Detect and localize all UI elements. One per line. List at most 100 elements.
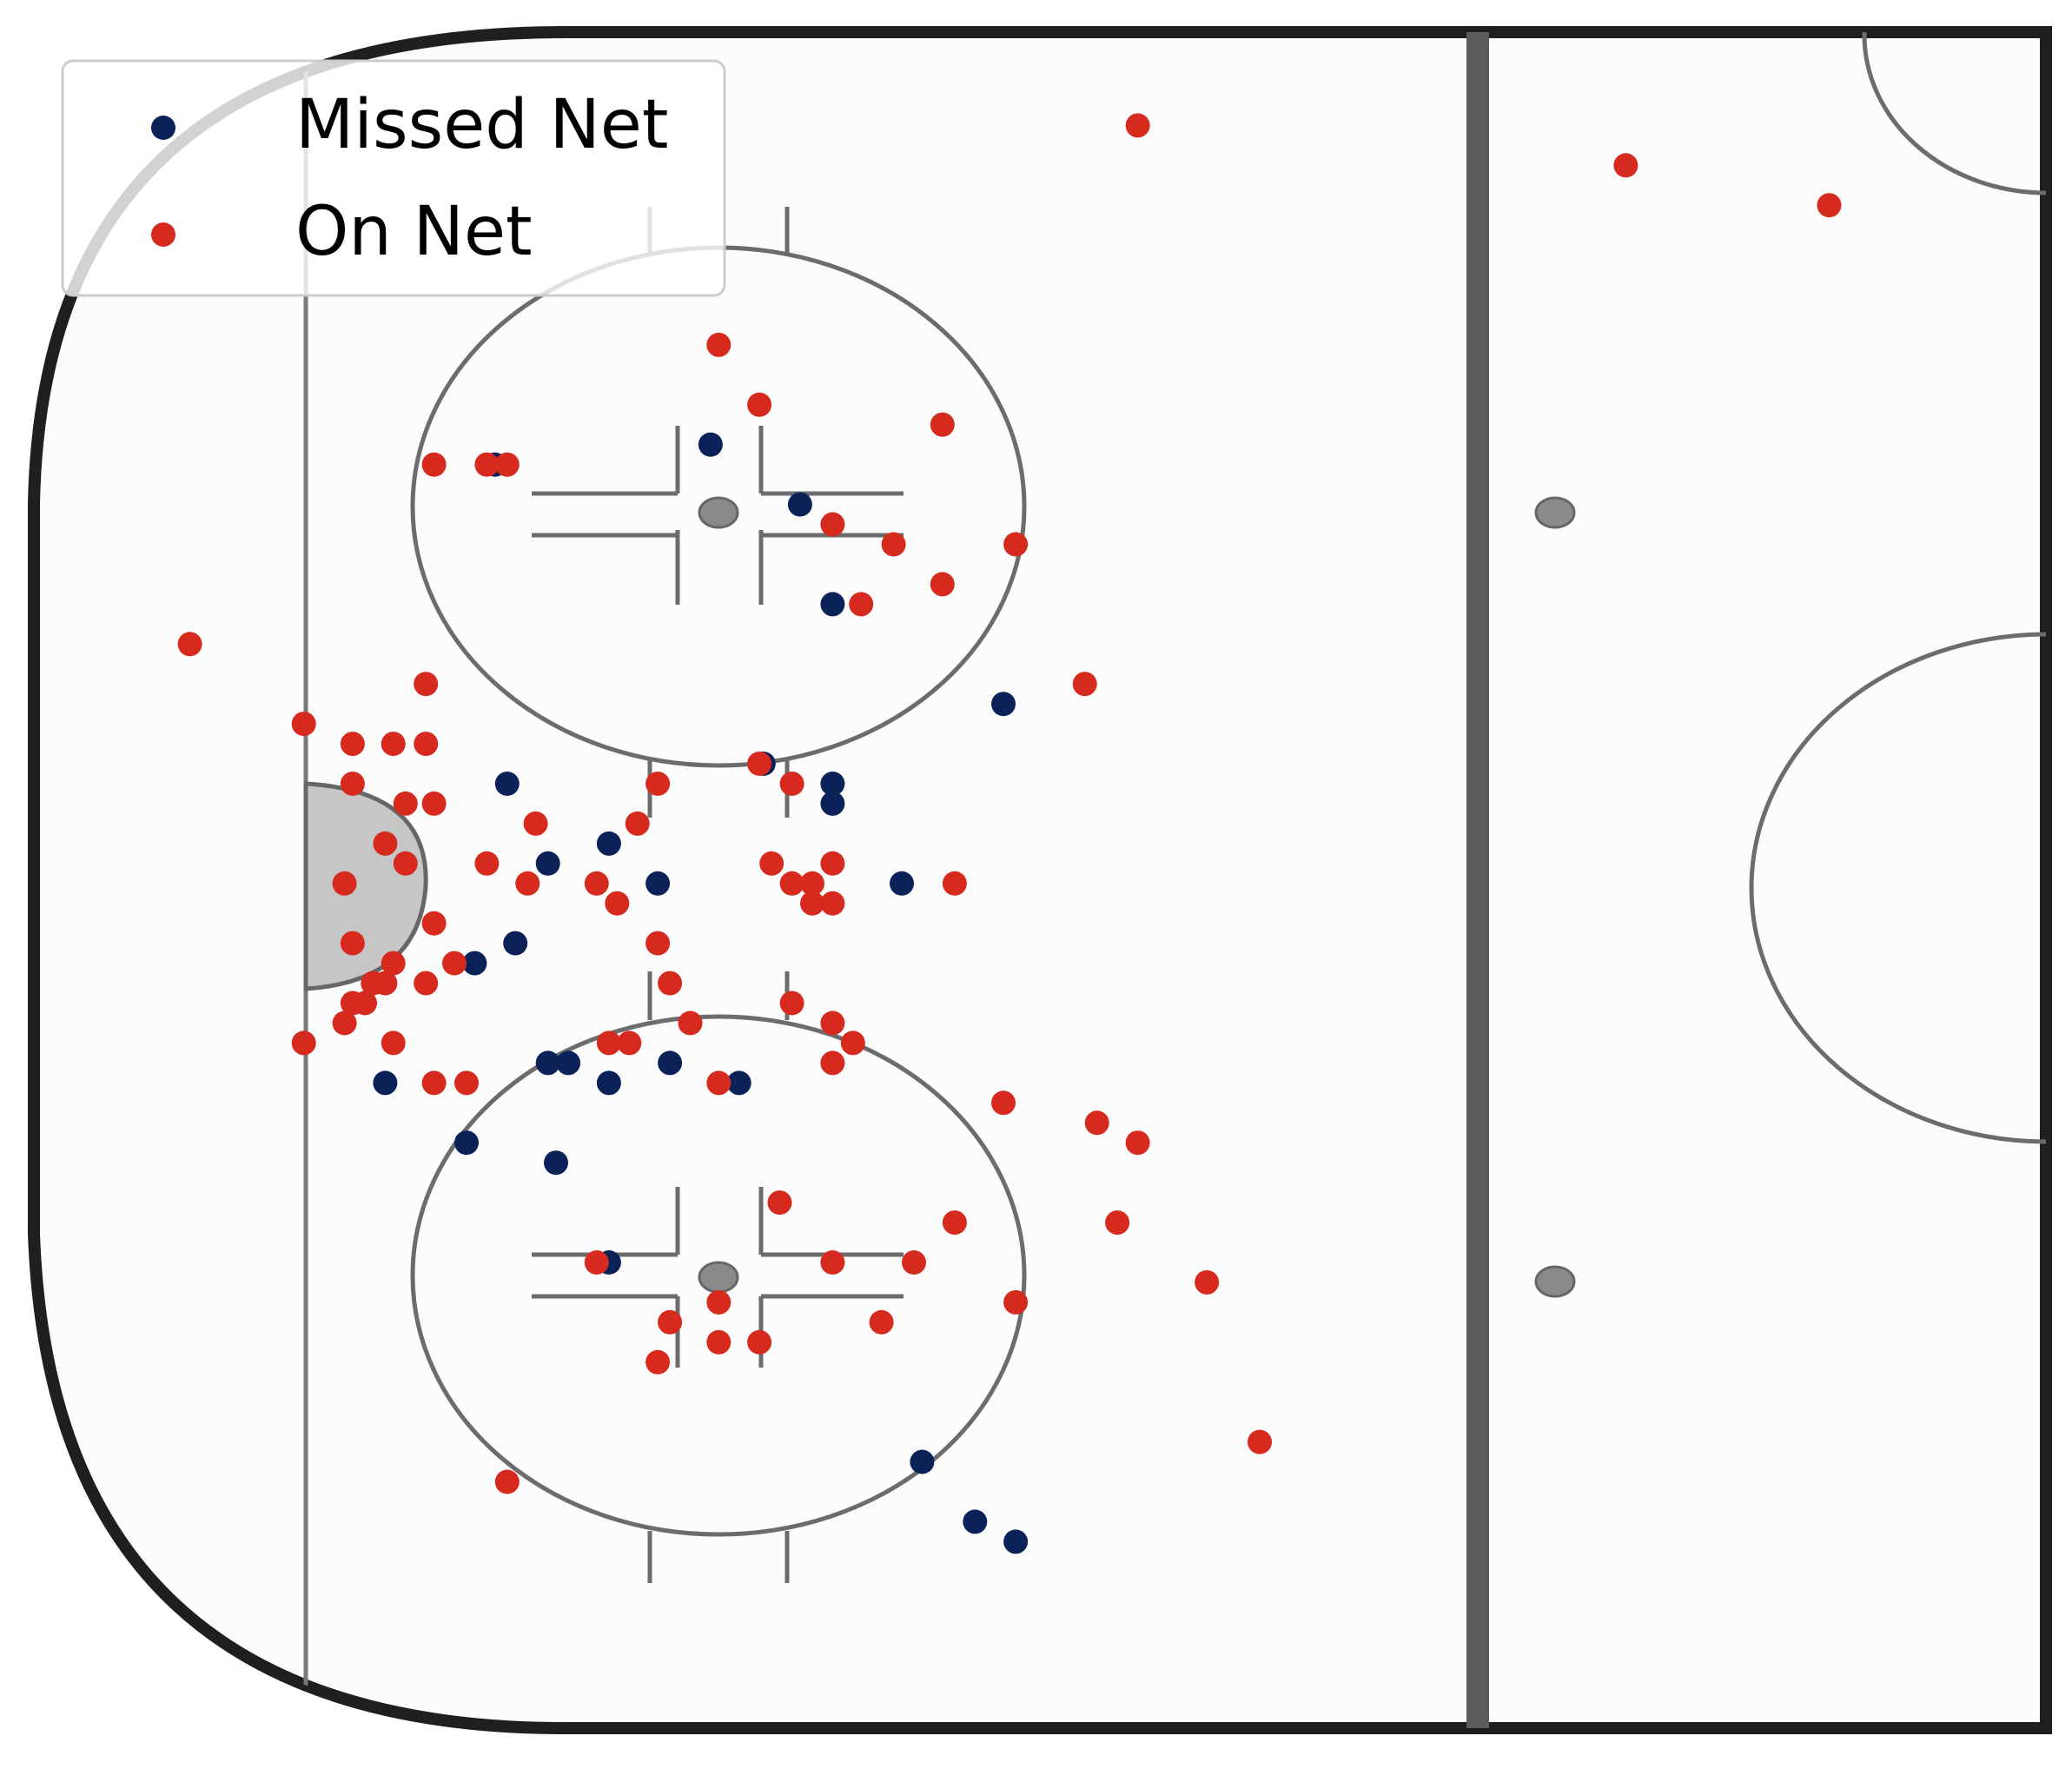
shot-point-on-net	[584, 1250, 609, 1275]
shot-point-missed-net	[820, 791, 845, 816]
shot-point-missed-net	[910, 1449, 935, 1474]
neutral-zone-dot-top	[1534, 496, 1576, 529]
shot-point-missed-net	[991, 692, 1016, 717]
shot-point-on-net	[820, 1010, 845, 1036]
shot-point-missed-net	[787, 492, 812, 517]
shot-point-missed-net	[503, 931, 528, 956]
shot-point-on-net	[515, 871, 540, 896]
shot-point-on-net	[381, 732, 406, 757]
shot-point-missed-net	[890, 871, 914, 896]
shot-point-missed-net	[544, 1150, 568, 1176]
shot-point-on-net	[414, 732, 439, 757]
rink-surface	[28, 26, 2052, 1734]
goal-crease	[303, 781, 428, 991]
shot-point-on-net	[930, 572, 955, 597]
shot-point-on-net	[942, 1210, 967, 1236]
shot-point-on-net	[373, 831, 398, 856]
shot-point-on-net	[779, 772, 804, 796]
shot-point-on-net	[177, 632, 202, 657]
shot-point-on-net	[800, 891, 824, 916]
shot-point-missed-net	[535, 1050, 560, 1076]
shot-point-missed-net	[454, 1130, 479, 1156]
shot-point-on-net	[1084, 1110, 1109, 1136]
shot-point-on-net	[605, 891, 630, 916]
shot-point-on-net	[474, 452, 500, 477]
shot-point-on-net	[332, 1010, 357, 1036]
shot-point-missed-net	[535, 851, 560, 876]
shot-point-on-net	[414, 672, 439, 697]
shot-point-missed-net	[462, 951, 487, 976]
shot-point-on-net	[1195, 1269, 1220, 1295]
shot-point-on-net	[1072, 672, 1097, 697]
shot-point-on-net	[779, 991, 804, 1016]
legend-box	[61, 59, 726, 297]
shot-point-on-net	[840, 1030, 865, 1056]
shot-point-on-net	[747, 392, 772, 417]
shot-point-on-net	[353, 991, 377, 1016]
shot-point-on-net	[747, 752, 772, 776]
shot-point-on-net	[421, 911, 447, 936]
shot-point-on-net	[381, 1030, 406, 1056]
shot-point-on-net	[393, 791, 418, 816]
shot-point-on-net	[1125, 1130, 1150, 1156]
shot-point-on-net	[779, 871, 804, 896]
shot-points	[177, 113, 1842, 1554]
shot-point-on-net	[747, 1329, 772, 1355]
shot-point-missed-net	[1003, 1529, 1029, 1554]
shot-point-on-net	[381, 951, 406, 976]
shot-point-missed-net	[494, 772, 520, 796]
legend-label-on-net: On Net	[295, 193, 533, 271]
shot-point-on-net	[658, 971, 683, 996]
shot-point-on-net	[617, 1030, 642, 1056]
shot-point-on-net	[706, 332, 731, 357]
shot-point-missed-net	[963, 1509, 988, 1534]
shot-point-on-net	[820, 1050, 845, 1076]
shot-point-on-net	[421, 1070, 447, 1096]
shot-point-on-net	[706, 1289, 731, 1315]
shot-point-on-net	[902, 1250, 926, 1275]
shot-point-on-net	[332, 871, 357, 896]
shot-point-on-net	[361, 971, 386, 996]
shot-point-on-net	[820, 512, 845, 537]
shot-point-on-net	[291, 1030, 316, 1056]
shot-point-on-net	[706, 1329, 731, 1355]
shot-point-on-net	[523, 811, 548, 836]
shot-point-missed-net	[556, 1050, 581, 1076]
shot-point-on-net	[881, 532, 906, 557]
legend-label-missed-net: Missed Net	[295, 86, 668, 164]
shot-point-on-net	[340, 931, 365, 956]
shot-point-on-net	[494, 1469, 520, 1494]
shot-point-on-net	[1248, 1429, 1272, 1454]
corner-circle-top-right	[1862, 32, 2046, 195]
legend-marker-missed-net	[151, 116, 175, 140]
shot-point-on-net	[584, 871, 609, 896]
shot-point-on-net	[930, 412, 955, 437]
shot-point-on-net	[849, 592, 874, 617]
shot-point-on-net	[414, 971, 439, 996]
shot-point-on-net	[678, 1010, 703, 1036]
shot-point-missed-net	[645, 871, 671, 896]
shot-point-on-net	[340, 772, 365, 796]
shot-point-on-net	[820, 1250, 845, 1275]
shot-point-on-net	[1817, 193, 1842, 218]
shot-point-on-net	[340, 732, 365, 757]
shot-point-missed-net	[820, 592, 845, 617]
shot-point-on-net	[759, 851, 784, 876]
neutral-zone-dot-bottom	[1534, 1265, 1576, 1298]
shot-point-missed-net	[373, 1070, 398, 1096]
shot-point-on-net	[645, 931, 671, 956]
legend: Missed Net On Net	[61, 59, 726, 297]
legend-marker-on-net	[151, 222, 175, 247]
shot-point-on-net	[1003, 1289, 1029, 1315]
shot-point-on-net	[706, 1070, 731, 1096]
shot-point-on-net	[942, 871, 967, 896]
shot-point-on-net	[1003, 532, 1029, 557]
shot-point-on-net	[1125, 113, 1150, 138]
shot-point-on-net	[991, 1090, 1016, 1116]
shot-point-missed-net	[698, 432, 723, 457]
shot-point-on-net	[474, 851, 500, 876]
shot-point-missed-net	[658, 1050, 683, 1076]
shot-point-on-net	[1105, 1210, 1130, 1236]
shot-point-on-net	[800, 871, 824, 896]
